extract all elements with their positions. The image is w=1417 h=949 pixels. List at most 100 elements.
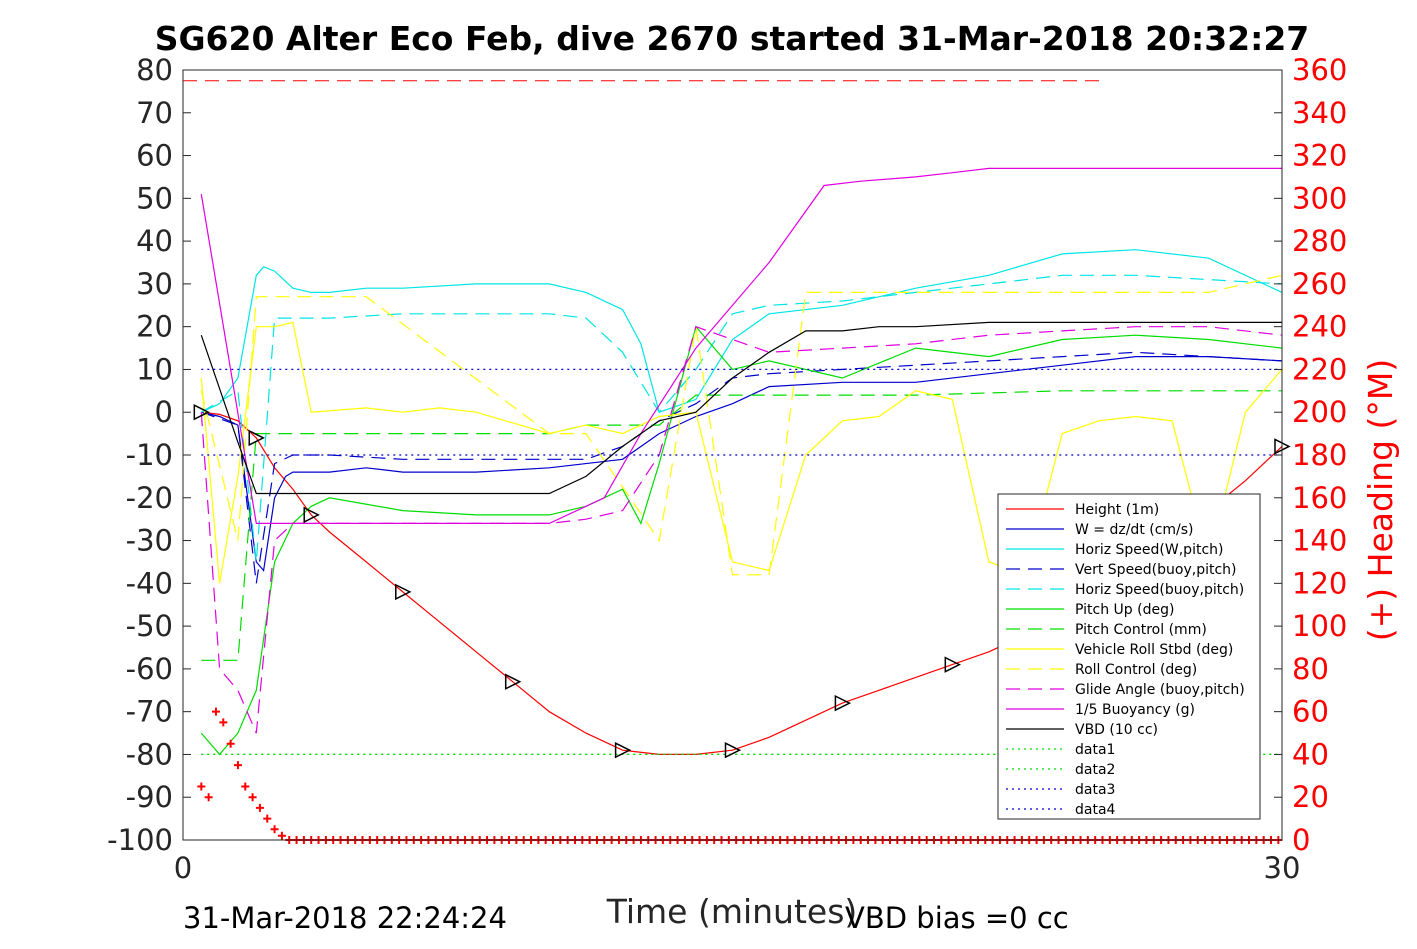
right-tick-label: 20 <box>1292 780 1329 814</box>
left-tick-label: -50 <box>126 609 173 643</box>
left-tick-label: -70 <box>126 695 173 729</box>
left-tick-label: 60 <box>136 139 173 173</box>
heading-point <box>270 825 279 834</box>
legend-entry: Glide Angle (buoy,pitch) <box>1075 682 1245 698</box>
right-tick-label: 80 <box>1292 652 1329 686</box>
left-tick-label: 0 <box>155 395 173 429</box>
left-tick-label: -80 <box>126 737 173 771</box>
right-tick-label: 340 <box>1292 96 1347 130</box>
legend-entry: VBD (10 cc) <box>1075 722 1158 738</box>
heading-point <box>233 761 242 770</box>
right-tick-label: 240 <box>1292 310 1347 344</box>
legend-entry: Height (1m) <box>1075 502 1159 518</box>
right-tick-label: 200 <box>1292 395 1347 429</box>
series-line-10 <box>200 167 1282 525</box>
footer-timestamp: 31-Mar-2018 22:24:24 <box>183 901 507 935</box>
chart-title: SG620 Alter Eco Feb, dive 2670 started 3… <box>155 19 1310 58</box>
depth-marker <box>395 583 412 601</box>
left-tick-label: 40 <box>136 224 173 258</box>
series-line-4 <box>200 274 1283 562</box>
legend-entry: Horiz Speed(buoy,pitch) <box>1075 582 1244 598</box>
right-tick-label: 160 <box>1292 481 1347 515</box>
depth-marker <box>614 741 632 759</box>
right-tick-label: 300 <box>1292 181 1347 215</box>
left-tick-label: -40 <box>126 566 173 600</box>
legend-box <box>997 493 1261 820</box>
left-tick-label: 30 <box>136 267 173 301</box>
right-axis: 3603403203002802602402202001801601401201… <box>1274 53 1347 857</box>
right-tick-label: 180 <box>1292 438 1347 472</box>
depth-marker <box>303 506 320 524</box>
depth-triangles <box>193 404 1291 759</box>
series-line-6 <box>201 390 1282 661</box>
x-axis-label: Time (minutes) <box>606 892 858 931</box>
legend-entry: Vehicle Roll Stbd (deg) <box>1075 642 1233 658</box>
series-line-5 <box>200 325 1283 756</box>
left-tick-label: -10 <box>126 438 173 472</box>
right-tick-label: 280 <box>1292 224 1347 258</box>
heading-point <box>204 793 213 802</box>
heading-point <box>226 739 235 748</box>
legend-entry: W = dz/dt (cm/s) <box>1075 522 1194 538</box>
left-tick-label: -90 <box>126 780 173 814</box>
left-tick-label: 10 <box>136 352 173 386</box>
right-tick-label: 120 <box>1292 566 1347 600</box>
right-tick-label: 60 <box>1292 695 1329 729</box>
depth-marker <box>944 656 961 673</box>
series-line-1 <box>201 356 1283 572</box>
x-tick-label: 30 <box>1264 851 1301 885</box>
heading-point <box>248 793 257 802</box>
left-tick-label: -30 <box>126 524 173 558</box>
depth-marker <box>248 429 265 447</box>
legend-entry: data3 <box>1075 782 1115 798</box>
legend-entry: Horiz Speed(W,pitch) <box>1075 542 1223 558</box>
legend-entry: 1/5 Buoyancy (g) <box>1075 702 1195 718</box>
series-line-7 <box>200 321 1283 584</box>
series-line-8 <box>200 274 1283 576</box>
left-tick-label: 20 <box>136 310 173 344</box>
x-tick-label: 0 <box>174 851 192 885</box>
legend-entry: Roll Control (deg) <box>1075 662 1197 678</box>
left-tick-label: -60 <box>126 652 173 686</box>
series-line-11 <box>200 321 1282 495</box>
right-tick-label: 0 <box>1292 823 1310 857</box>
legend: Height (1m) W = dz/dt (cm/s) Horiz Speed(W… <box>997 493 1261 820</box>
footer-vbd-bias: VBD bias =0 cc <box>845 901 1069 935</box>
right-tick-label: 140 <box>1292 524 1347 558</box>
heading-point <box>219 718 228 727</box>
left-tick-label: 70 <box>136 96 173 130</box>
left-tick-label: -20 <box>126 481 173 515</box>
left-axis: 80 70 60 50 40 30 20 10 0 -10 -20 -30 -40 -50 -60 -70 -8… <box>107 53 191 857</box>
series-lines <box>183 80 1283 756</box>
depth-marker <box>724 741 742 759</box>
series-line-9 <box>200 325 1283 734</box>
heading-point <box>255 803 264 812</box>
legend-entry: Pitch Up (deg) <box>1075 602 1174 618</box>
left-tick-label: 80 <box>136 53 173 87</box>
legend-entry: Vert Speed(buoy,pitch) <box>1075 562 1237 578</box>
x-axis: 0 30 <box>174 832 1301 885</box>
right-tick-label: 220 <box>1292 352 1347 386</box>
heading-point <box>197 782 206 791</box>
legend-entry: Pitch Control (mm) <box>1075 622 1207 638</box>
left-tick-label: 50 <box>136 181 173 215</box>
right-tick-label: 40 <box>1292 737 1329 771</box>
legend-entry: data2 <box>1075 762 1115 778</box>
right-axis-label: (+) Heading (°M) <box>1361 359 1400 641</box>
right-tick-label: 100 <box>1292 609 1347 643</box>
legend-entry: data1 <box>1075 742 1115 758</box>
left-tick-label: -100 <box>107 823 173 857</box>
heading-point <box>263 814 272 823</box>
heading-point <box>277 831 286 840</box>
depth-marker <box>504 673 522 690</box>
right-tick-label: 360 <box>1292 53 1347 87</box>
heading-point <box>241 782 250 791</box>
series-line-2 <box>201 249 1283 413</box>
depth-marker <box>193 404 210 421</box>
legend-entry: data4 <box>1075 802 1116 818</box>
right-tick-label: 260 <box>1292 267 1347 301</box>
heading-point <box>211 707 220 716</box>
depth-marker <box>834 694 852 712</box>
